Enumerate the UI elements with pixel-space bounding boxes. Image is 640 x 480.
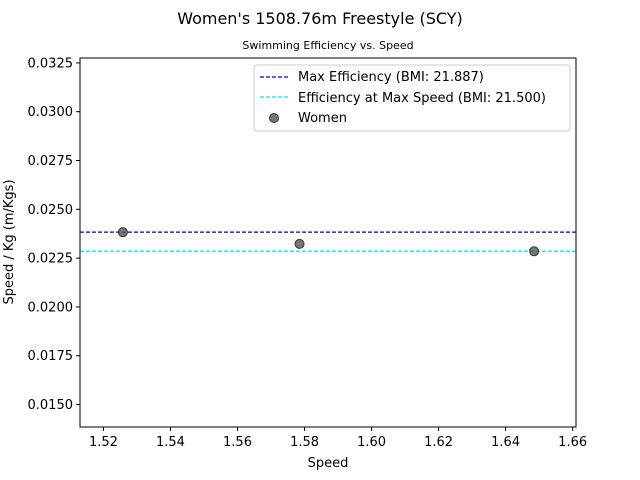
x-axis-label: Speed: [308, 456, 349, 471]
data-point-0-2: [529, 246, 540, 257]
data-point-0-1: [294, 238, 305, 249]
plot-frame: [79, 57, 577, 428]
y-axis-label: Speed / Kg (m/Kgs): [2, 179, 17, 304]
y-tick-label-0: 0.0150: [28, 398, 74, 413]
legend-max-efficiency-label: Max Efficiency (BMI: 21.887): [298, 70, 484, 85]
data-point-0-0: [117, 227, 128, 238]
axis-ticks: 1.52 1.54 1.56 1.58 1.60 1.62 1.64 1.66 0.0150 0.…: [28, 56, 588, 450]
chart-subtitle: Swimming Efficiency vs. Speed: [242, 39, 413, 52]
y-tick-label-6: 0.0300: [28, 105, 74, 120]
y-tick-label-7: 0.0325: [28, 56, 74, 71]
x-tick-label-6: 1.64: [491, 435, 520, 450]
legend-women-label: Women: [298, 111, 347, 126]
x-tick-label-1: 1.54: [156, 435, 185, 450]
x-tick-label-5: 1.62: [424, 435, 453, 450]
plot-marks: [80, 227, 576, 257]
y-tick-label-5: 0.0275: [28, 154, 74, 169]
x-tick-label-7: 1.66: [558, 435, 587, 450]
legend-women-swatch: [269, 113, 279, 123]
x-tick-label-3: 1.58: [290, 435, 319, 450]
x-tick-label-4: 1.60: [357, 435, 386, 450]
y-tick-label-3: 0.0225: [28, 252, 74, 267]
y-tick-label-2: 0.0200: [28, 300, 74, 315]
legend-efficiency-max-speed-label: Efficiency at Max Speed (BMI: 21.500): [298, 91, 546, 106]
legend: Max Efficiency (BMI: 21.887) Efficiency …: [253, 64, 571, 132]
y-tick-label-4: 0.0250: [28, 203, 74, 218]
y-tick-label-1: 0.0175: [28, 349, 74, 364]
x-tick-label-2: 1.56: [223, 435, 252, 450]
x-tick-label-0: 1.52: [89, 435, 118, 450]
chart-title: Women's 1508.76m Freestyle (SCY): [177, 9, 463, 28]
legend-box: [253, 64, 571, 132]
